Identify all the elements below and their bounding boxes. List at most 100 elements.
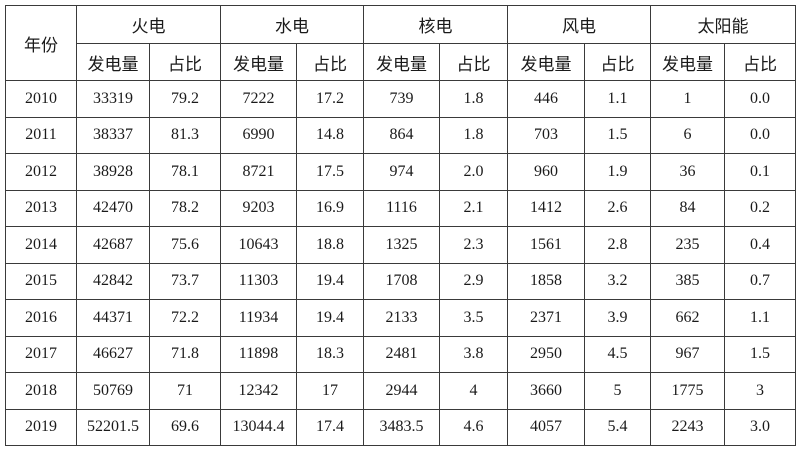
hydro-generation-cell: 9203 [220, 189, 297, 227]
subheader-share: 占比 [724, 43, 796, 81]
table-row: 2012 38928 78.1 8721 17.5 974 2.0 960 1.9 36 0.1 [5, 153, 796, 191]
thermal-share-cell: 71 [149, 372, 221, 410]
wind-share-cell: 1.5 [584, 116, 651, 154]
thermal-generation-cell: 52201.5 [76, 408, 150, 446]
thermal-generation-cell: 42842 [76, 262, 150, 300]
nuclear-share-cell: 3.5 [439, 299, 508, 337]
group-header-thermal: 火电 [76, 5, 221, 44]
hydro-share-cell: 19.4 [296, 262, 364, 300]
group-header-solar: 太阳能 [650, 5, 796, 44]
year-cell: 2014 [5, 226, 77, 264]
wind-share-cell: 2.8 [584, 226, 651, 264]
subheader-generation: 发电量 [76, 43, 150, 81]
solar-generation-cell: 84 [650, 189, 725, 227]
solar-share-cell: 3 [724, 372, 796, 410]
nuclear-share-cell: 3.8 [439, 335, 508, 373]
thermal-share-cell: 81.3 [149, 116, 221, 154]
subheader-generation: 发电量 [650, 43, 725, 81]
header-row-groups: 年份 火电 水电 核电 风电 太阳能 [5, 5, 796, 81]
nuclear-share-cell: 2.3 [439, 226, 508, 264]
wind-share-cell: 1.9 [584, 153, 651, 191]
thermal-share-cell: 79.2 [149, 80, 221, 118]
nuclear-share-cell: 2.0 [439, 153, 508, 191]
nuclear-generation-cell: 739 [363, 80, 440, 118]
table-row: 2014 42687 75.6 10643 18.8 1325 2.3 1561 2.8 235 0… [5, 226, 796, 264]
thermal-generation-cell: 44371 [76, 299, 150, 337]
hydro-generation-cell: 11934 [220, 299, 297, 337]
nuclear-generation-cell: 2944 [363, 372, 440, 410]
wind-generation-cell: 446 [507, 80, 585, 118]
thermal-share-cell: 69.6 [149, 408, 221, 446]
header-row-subcolumns: 发电量 占比 发电量 占比 发电量 占比 发电量 占比 发电量 占比 [6, 43, 796, 81]
year-cell: 2017 [5, 335, 77, 373]
solar-generation-cell: 2243 [650, 408, 725, 446]
hydro-share-cell: 17.4 [296, 408, 364, 446]
solar-share-cell: 0.7 [724, 262, 796, 300]
hydro-generation-cell: 6990 [220, 116, 297, 154]
table-row: 2013 42470 78.2 9203 16.9 1116 2.1 1412 2.6 84 0.2 [5, 189, 796, 227]
nuclear-generation-cell: 1708 [363, 262, 440, 300]
subheader-generation: 发电量 [363, 43, 440, 81]
wind-generation-cell: 2950 [507, 335, 585, 373]
year-cell: 2015 [5, 262, 77, 300]
thermal-share-cell: 71.8 [149, 335, 221, 373]
hydro-share-cell: 16.9 [296, 189, 364, 227]
wind-share-cell: 1.1 [584, 80, 651, 118]
year-cell: 2011 [5, 116, 77, 154]
table-row: 2018 50769 71 12342 17 2944 4 3660 5 1775 3 [5, 372, 796, 410]
wind-share-cell: 3.9 [584, 299, 651, 337]
wind-generation-cell: 3660 [507, 372, 585, 410]
nuclear-share-cell: 1.8 [439, 80, 508, 118]
subheader-share: 占比 [296, 43, 364, 81]
thermal-share-cell: 78.2 [149, 189, 221, 227]
table-row: 2010 33319 79.2 7222 17.2 739 1.8 446 1.1 1 0.0 [5, 80, 796, 118]
hydro-generation-cell: 10643 [220, 226, 297, 264]
wind-generation-cell: 1412 [507, 189, 585, 227]
wind-generation-cell: 2371 [507, 299, 585, 337]
nuclear-generation-cell: 974 [363, 153, 440, 191]
group-header-nuclear: 核电 [363, 5, 508, 44]
year-cell: 2010 [5, 80, 77, 118]
year-cell: 2019 [5, 408, 77, 446]
solar-generation-cell: 967 [650, 335, 725, 373]
thermal-generation-cell: 42687 [76, 226, 150, 264]
hydro-generation-cell: 13044.4 [220, 408, 297, 446]
thermal-generation-cell: 50769 [76, 372, 150, 410]
subheader-share: 占比 [439, 43, 508, 81]
nuclear-generation-cell: 864 [363, 116, 440, 154]
solar-generation-cell: 1 [650, 80, 725, 118]
solar-generation-cell: 235 [650, 226, 725, 264]
thermal-share-cell: 73.7 [149, 262, 221, 300]
nuclear-share-cell: 4.6 [439, 408, 508, 446]
thermal-generation-cell: 33319 [76, 80, 150, 118]
table-row: 2015 42842 73.7 11303 19.4 1708 2.9 1858 3.2 385 0… [5, 262, 796, 300]
solar-generation-cell: 1775 [650, 372, 725, 410]
table-row: 2016 44371 72.2 11934 19.4 2133 3.5 2371 3.9 662 1… [5, 299, 796, 337]
thermal-generation-cell: 38337 [76, 116, 150, 154]
solar-share-cell: 0.0 [724, 116, 796, 154]
solar-generation-cell: 662 [650, 299, 725, 337]
solar-share-cell: 0.0 [724, 80, 796, 118]
hydro-generation-cell: 7222 [220, 80, 297, 118]
hydro-share-cell: 17.5 [296, 153, 364, 191]
hydro-share-cell: 14.8 [296, 116, 364, 154]
nuclear-share-cell: 2.1 [439, 189, 508, 227]
solar-share-cell: 0.2 [724, 189, 796, 227]
subheader-generation: 发电量 [220, 43, 297, 81]
wind-share-cell: 4.5 [584, 335, 651, 373]
wind-share-cell: 5.4 [584, 408, 651, 446]
thermal-share-cell: 75.6 [149, 226, 221, 264]
subheader-share: 占比 [149, 43, 221, 81]
nuclear-generation-cell: 1325 [363, 226, 440, 264]
table-body: 2010 33319 79.2 7222 17.2 739 1.8 446 1.1 1 0.0 201… [5, 80, 796, 446]
wind-generation-cell: 1561 [507, 226, 585, 264]
wind-generation-cell: 4057 [507, 408, 585, 446]
table-header: 年份 火电 水电 核电 风电 太阳能 发电量 占比 发电量 占比 发电量 占比 … [5, 5, 796, 81]
power-generation-table: 年份 火电 水电 核电 风电 太阳能 发电量 占比 发电量 占比 发电量 占比 … [5, 5, 796, 446]
year-header: 年份 [5, 5, 77, 81]
table-row: 2017 46627 71.8 11898 18.3 2481 3.8 2950 4.5 967 1… [5, 335, 796, 373]
wind-generation-cell: 1858 [507, 262, 585, 300]
year-cell: 2012 [5, 153, 77, 191]
thermal-generation-cell: 38928 [76, 153, 150, 191]
nuclear-generation-cell: 1116 [363, 189, 440, 227]
